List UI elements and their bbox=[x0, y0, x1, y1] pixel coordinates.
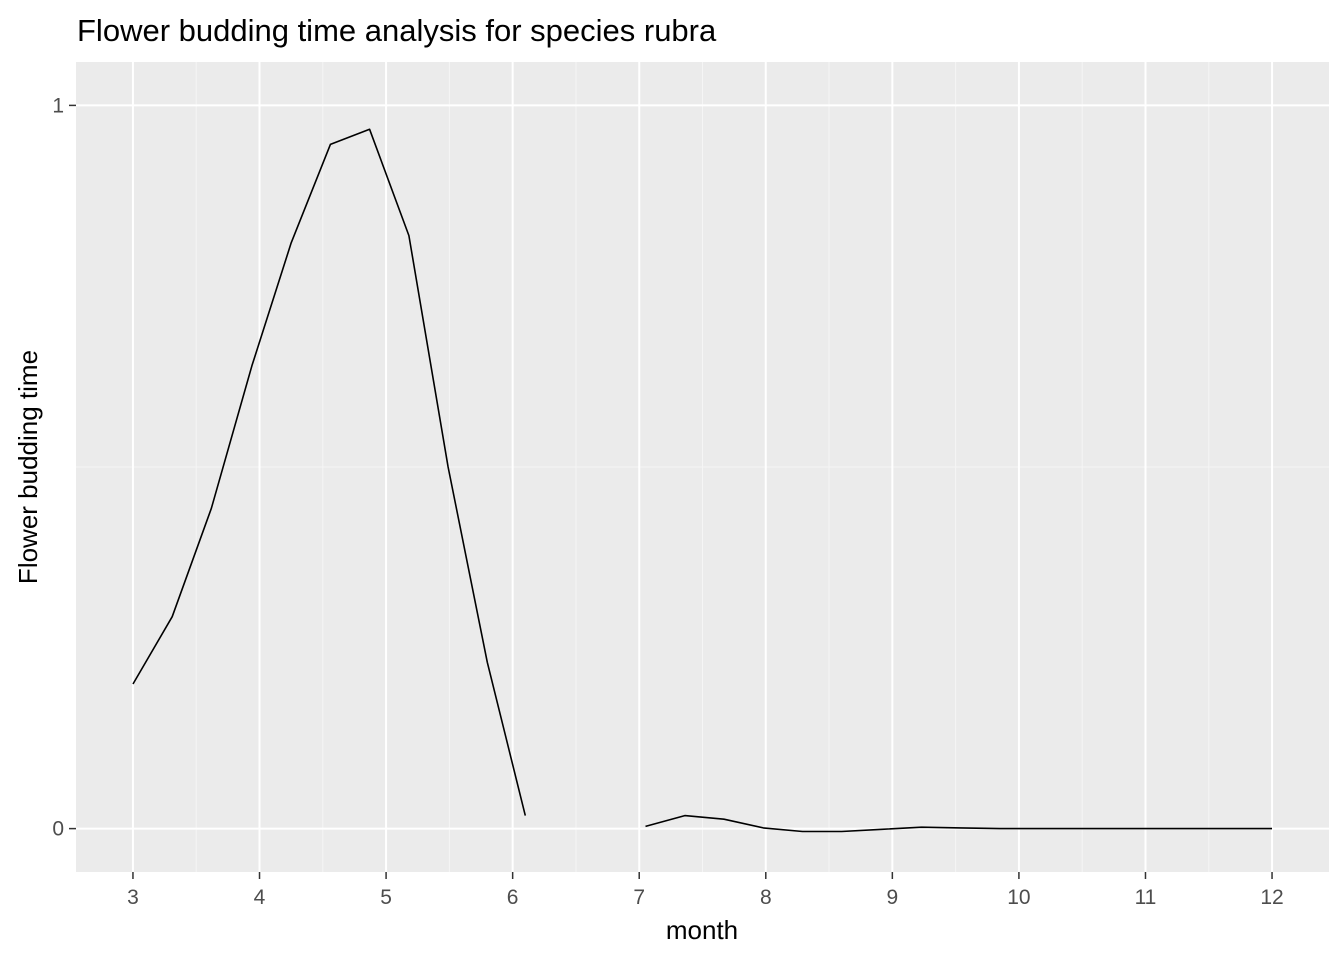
x-tick-label: 12 bbox=[1260, 886, 1283, 909]
series-line-segment-2 bbox=[645, 814, 1272, 833]
series-lines bbox=[132, 128, 1272, 833]
grid-minor bbox=[76, 62, 1329, 872]
x-tick-label: 11 bbox=[1135, 886, 1157, 909]
x-tick-label: 9 bbox=[887, 886, 899, 909]
x-tick-label: 3 bbox=[127, 886, 139, 909]
x-tick-label: 5 bbox=[380, 886, 392, 909]
x-tick-label: 4 bbox=[254, 886, 266, 909]
y-tick-label: 0 bbox=[52, 818, 64, 841]
x-axis-title: month bbox=[666, 915, 738, 945]
x-tick-label: 10 bbox=[1007, 886, 1030, 909]
series-line-segment-1 bbox=[132, 128, 527, 816]
x-tick-label: 8 bbox=[760, 886, 772, 909]
chart-title: Flower budding time analysis for species… bbox=[77, 13, 717, 48]
y-axis: 01 bbox=[52, 94, 76, 841]
grid-major bbox=[76, 62, 1329, 872]
x-axis: 3 4 5 6 7 8 9 10 11 12 bbox=[127, 872, 1284, 909]
y-tick-label: 1 bbox=[52, 94, 64, 117]
y-axis-title: Flower budding time bbox=[13, 350, 43, 584]
x-tick-label: 6 bbox=[507, 886, 519, 909]
x-tick-label: 7 bbox=[633, 886, 645, 909]
